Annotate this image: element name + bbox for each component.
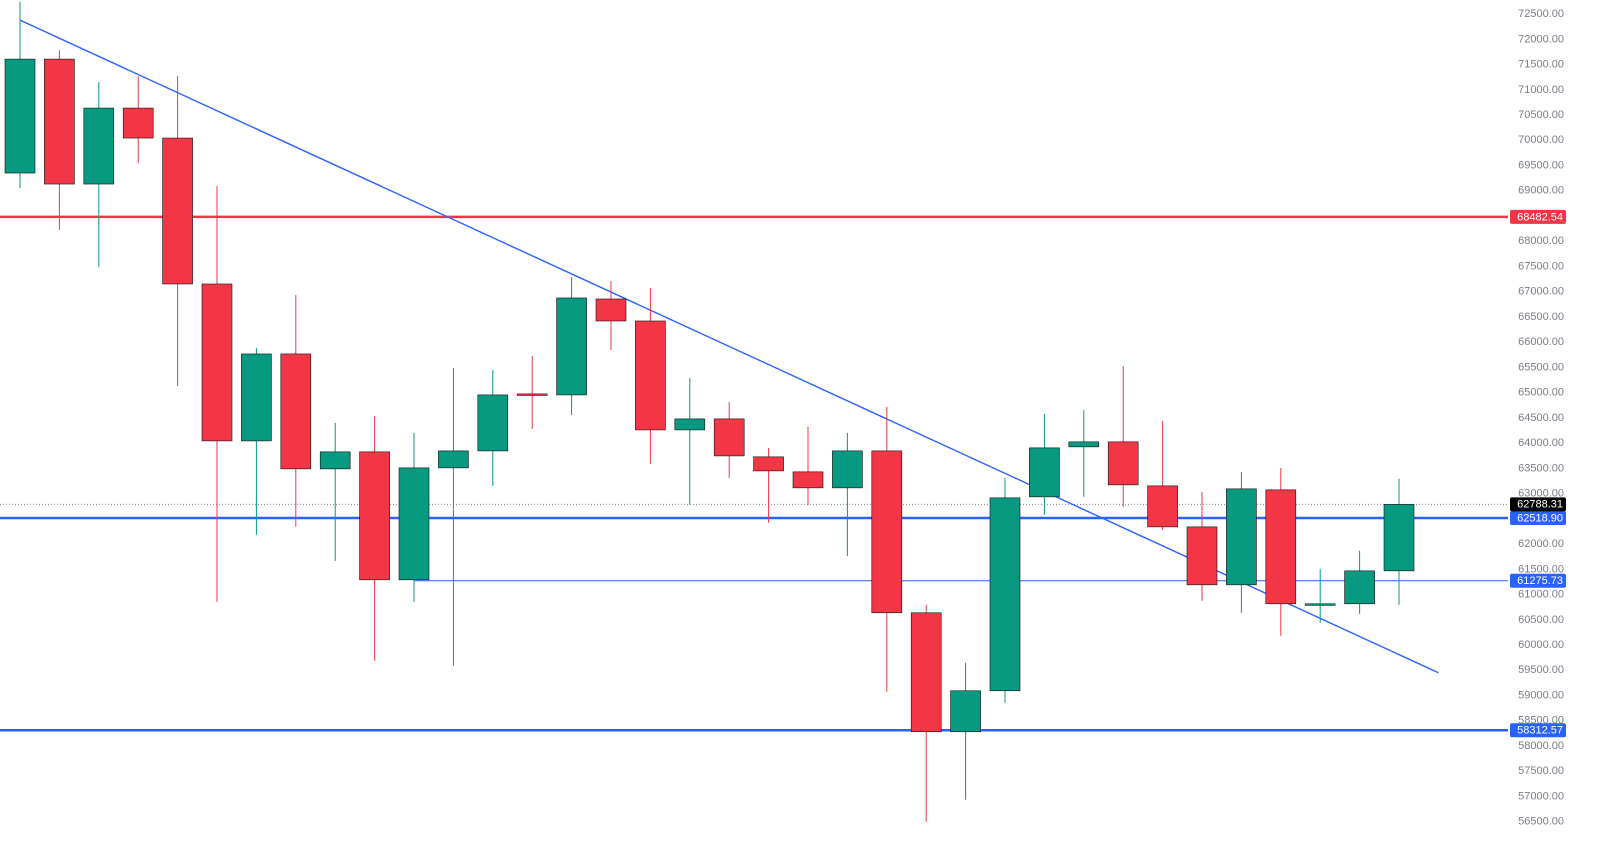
candle-body	[1226, 488, 1257, 586]
y-tick-label: 65500.00	[1518, 361, 1564, 373]
y-tick-label: 60000.00	[1518, 639, 1564, 651]
y-tick-label: 67000.00	[1518, 286, 1564, 298]
candle-body	[871, 450, 903, 614]
candle-body	[674, 418, 706, 431]
candle-body	[1304, 603, 1336, 606]
candle-body	[44, 58, 75, 185]
candle-body	[1147, 485, 1178, 528]
y-tick-label: 57500.00	[1518, 765, 1564, 777]
candle-body	[83, 107, 115, 185]
y-tick-label: 58000.00	[1518, 740, 1564, 752]
candle-body	[595, 298, 627, 322]
y-tick-label: 62000.00	[1518, 538, 1564, 550]
last-price-label-box	[1510, 497, 1566, 512]
y-tick-label: 64500.00	[1518, 412, 1564, 424]
y-tick-label: 66500.00	[1518, 311, 1564, 323]
candle-body	[516, 393, 548, 396]
trendline	[19, 19, 1439, 674]
y-tick-label: 63500.00	[1518, 462, 1564, 474]
candle-body	[713, 418, 745, 457]
level-label-text: 58312.57	[1517, 725, 1563, 737]
candle-body	[753, 456, 784, 472]
y-tick-label: 72000.00	[1518, 33, 1564, 45]
candle-body	[950, 690, 981, 733]
candle-body	[910, 612, 942, 733]
y-tick-label: 60500.00	[1518, 614, 1564, 626]
y-tick-label: 71000.00	[1518, 84, 1564, 96]
candle-body	[122, 107, 154, 139]
last-price-label-text: 62788.31	[1517, 499, 1563, 511]
y-tick-label: 67500.00	[1518, 260, 1564, 272]
y-tick-label: 63000.00	[1518, 488, 1564, 500]
candle-body	[1029, 447, 1060, 498]
candle-body	[792, 471, 824, 489]
candle-body	[832, 450, 863, 489]
y-tick-label: 72500.00	[1518, 8, 1564, 20]
candle-body	[635, 320, 666, 431]
candle-body	[398, 467, 430, 581]
candle-body	[1383, 504, 1415, 572]
level-label-box	[1510, 573, 1566, 588]
y-tick-label: 69000.00	[1518, 185, 1564, 197]
candle-body	[280, 353, 312, 470]
y-tick-label: 59000.00	[1518, 689, 1564, 701]
level-label-text: 62518.90	[1517, 512, 1563, 524]
candle-body	[162, 137, 193, 285]
level-label-text: 68482.54	[1517, 211, 1563, 223]
y-tick-label: 71500.00	[1518, 59, 1564, 71]
level-label-box	[1510, 209, 1566, 224]
candle-body	[241, 353, 272, 442]
candle-body	[4, 58, 36, 174]
candle-body	[319, 451, 351, 470]
y-tick-label: 70000.00	[1518, 134, 1564, 146]
candle-body	[1186, 526, 1218, 586]
candle-body	[477, 394, 509, 452]
y-tick-label: 69500.00	[1518, 159, 1564, 171]
y-tick-label: 61000.00	[1518, 589, 1564, 601]
y-tick-label: 68000.00	[1518, 235, 1564, 247]
y-tick-label: 57000.00	[1518, 790, 1564, 802]
level-label-box	[1510, 510, 1566, 525]
y-tick-label: 66000.00	[1518, 336, 1564, 348]
candle-body	[438, 450, 469, 469]
candle-body	[1107, 441, 1139, 486]
candle-body	[556, 297, 587, 396]
y-tick-label: 56500.00	[1518, 816, 1564, 828]
y-tick-label: 70500.00	[1518, 109, 1564, 121]
y-tick-label: 64000.00	[1518, 437, 1564, 449]
candle-body	[359, 451, 390, 581]
level-label-text: 61275.73	[1517, 575, 1563, 587]
candle-body	[989, 497, 1021, 692]
candle-body	[201, 283, 233, 442]
y-tick-label: 61500.00	[1518, 563, 1564, 575]
candle-body	[1068, 441, 1100, 448]
y-tick-label: 59500.00	[1518, 664, 1564, 676]
candle-body	[1344, 570, 1375, 605]
candle-body	[1265, 489, 1297, 605]
level-label-box	[1510, 723, 1566, 738]
y-tick-label: 65000.00	[1518, 387, 1564, 399]
